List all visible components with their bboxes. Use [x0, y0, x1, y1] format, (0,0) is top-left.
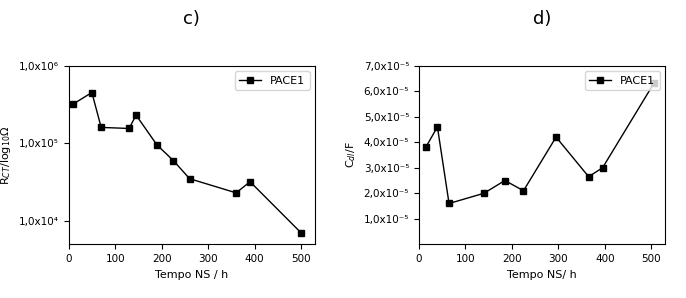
- Y-axis label: C$_{dl}$/F: C$_{dl}$/F: [344, 142, 358, 168]
- Title: d): d): [533, 10, 552, 28]
- Legend: PACE1: PACE1: [584, 71, 660, 90]
- X-axis label: Tempo NS/ h: Tempo NS/ h: [507, 270, 577, 280]
- X-axis label: Tempo NS / h: Tempo NS / h: [155, 270, 228, 280]
- Legend: PACE1: PACE1: [235, 71, 309, 90]
- Title: c): c): [183, 10, 200, 28]
- Y-axis label: R$_{CT}$/log$_{10}$Ω: R$_{CT}$/log$_{10}$Ω: [0, 125, 13, 185]
